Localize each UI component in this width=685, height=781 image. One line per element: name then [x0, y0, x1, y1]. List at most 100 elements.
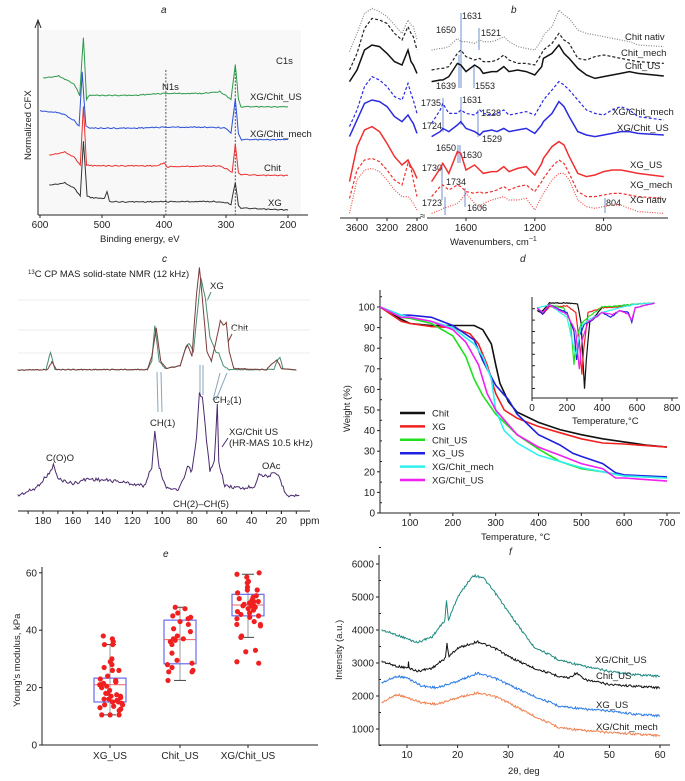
series-line	[379, 306, 668, 478]
data-point	[253, 593, 259, 599]
band-label: 1528	[481, 108, 501, 118]
data-point	[165, 677, 171, 684]
x-tick-label: 600	[629, 403, 646, 414]
x-tick-label: 20	[452, 750, 464, 761]
label-blend-hrmas: (HR-MAS 10.5 kHz)	[229, 438, 313, 449]
band-label: 1631	[462, 11, 482, 21]
x-tick-label: 1600	[455, 223, 478, 234]
series-label: XG/Chit_mech	[612, 107, 674, 118]
y-axis-label: Intensity (a.u.)	[334, 620, 345, 680]
series-line	[49, 141, 289, 211]
series-line	[17, 392, 300, 498]
band-label: 1521	[481, 28, 501, 38]
data-point	[180, 636, 186, 642]
y-axis-label: Young's modulus, kPa	[12, 613, 23, 707]
label-coo: C(O)O	[46, 453, 74, 464]
category-label: XG/Chit_US	[221, 751, 276, 762]
data-point	[182, 606, 188, 612]
series-line	[381, 691, 661, 738]
y-tick-label: 5000	[352, 593, 375, 604]
data-point	[234, 621, 240, 628]
x-tick-label: 0	[529, 403, 535, 414]
data-point	[116, 667, 122, 673]
legend-label: Chit_US	[432, 435, 467, 446]
legend-label: Chit	[432, 409, 449, 420]
series-label: XG/Chit_mech	[250, 129, 312, 140]
x-tick-label: 600	[32, 220, 49, 231]
data-point	[247, 614, 253, 620]
axis-break-mark: ≈	[420, 211, 425, 222]
data-point	[244, 574, 250, 580]
series-line	[348, 17, 418, 71]
data-point	[238, 633, 245, 639]
panel-a-xps: a Binding energy, eV Normalized CFX C1s …	[23, 5, 312, 245]
series-label: XG_mech	[630, 180, 672, 191]
category-label: XG_US	[93, 751, 127, 762]
data-point	[246, 610, 253, 616]
panel-title: c	[162, 254, 167, 265]
x-axis-label: Binding energy, eV	[100, 234, 180, 245]
x-tick-label: 200	[444, 518, 461, 529]
x-tick-label: 2800	[406, 223, 429, 234]
data-point	[105, 673, 111, 679]
x-tick-label: 100	[154, 516, 171, 527]
series-line	[431, 80, 664, 124]
x-tick-label: 20	[276, 516, 288, 527]
x-tick-label: 120	[124, 516, 141, 527]
series-label: XG nativ	[630, 195, 667, 206]
data-point	[190, 667, 196, 673]
series-line	[17, 277, 297, 371]
x-tick-label: 600	[616, 518, 633, 529]
band-label: 1724	[422, 121, 442, 131]
series-line	[348, 157, 418, 199]
band-label: 1630	[462, 150, 482, 160]
label-ch2-ch5: CH(2)–CH(5)	[173, 499, 229, 510]
x-tick-label: 1200	[524, 223, 547, 234]
panel-title: d	[520, 254, 526, 265]
data-point	[109, 656, 115, 662]
band-annotations: 1650 1631 1521 1639 1553 1735 1631 1528 …	[421, 11, 621, 215]
series-line	[348, 167, 418, 214]
x-tick-label: 400	[156, 220, 173, 231]
inset-series-line	[536, 301, 655, 389]
series-label: XG_US	[630, 160, 662, 171]
x-tick-label: 700	[659, 518, 676, 529]
y-tick-label: 90	[364, 323, 376, 334]
x-axis-label: 2θ, deg	[508, 766, 540, 777]
series-label: XG/Chit_US	[250, 92, 302, 103]
y-tick-label: 30	[364, 447, 376, 458]
label-ch1: CH(1)	[150, 418, 175, 429]
arrow-chit	[227, 333, 233, 343]
data-point	[170, 613, 176, 619]
data-point	[109, 699, 116, 705]
y-tick-label: 40	[364, 426, 376, 437]
label-chit: Chit	[231, 323, 248, 334]
data-point	[252, 647, 259, 653]
y-axis-label: Weight (%)	[342, 385, 353, 432]
data-point	[256, 570, 262, 576]
y-tick-label: 60	[26, 568, 38, 579]
category-label: Chit_US	[161, 751, 199, 762]
series-label: XG/Chit_mech	[596, 722, 658, 733]
series-line	[39, 71, 289, 141]
x-axis-unit: ppm	[300, 516, 319, 527]
data-point	[187, 629, 193, 635]
axes	[34, 18, 308, 216]
series-line	[431, 43, 664, 83]
panel-b-ftir: b Wavenumbers, cm−1 ≈ 1650 1631 1521 163…	[340, 5, 674, 248]
series-line	[431, 159, 664, 199]
x-tick-label: 60	[216, 516, 228, 527]
label-blend: XG/Chit US	[229, 427, 278, 438]
data-point	[189, 660, 195, 666]
data-point	[100, 680, 107, 686]
data-point	[97, 676, 103, 682]
y-tick-label: 4000	[352, 626, 375, 637]
series-line	[431, 32, 664, 71]
data-point	[188, 614, 194, 620]
data-point	[235, 590, 241, 596]
data-point	[172, 604, 178, 610]
series-line	[381, 573, 661, 679]
band-label: 1606	[467, 203, 487, 213]
y-tick-label: 10	[364, 488, 376, 499]
x-tick-label: 800	[595, 223, 612, 234]
